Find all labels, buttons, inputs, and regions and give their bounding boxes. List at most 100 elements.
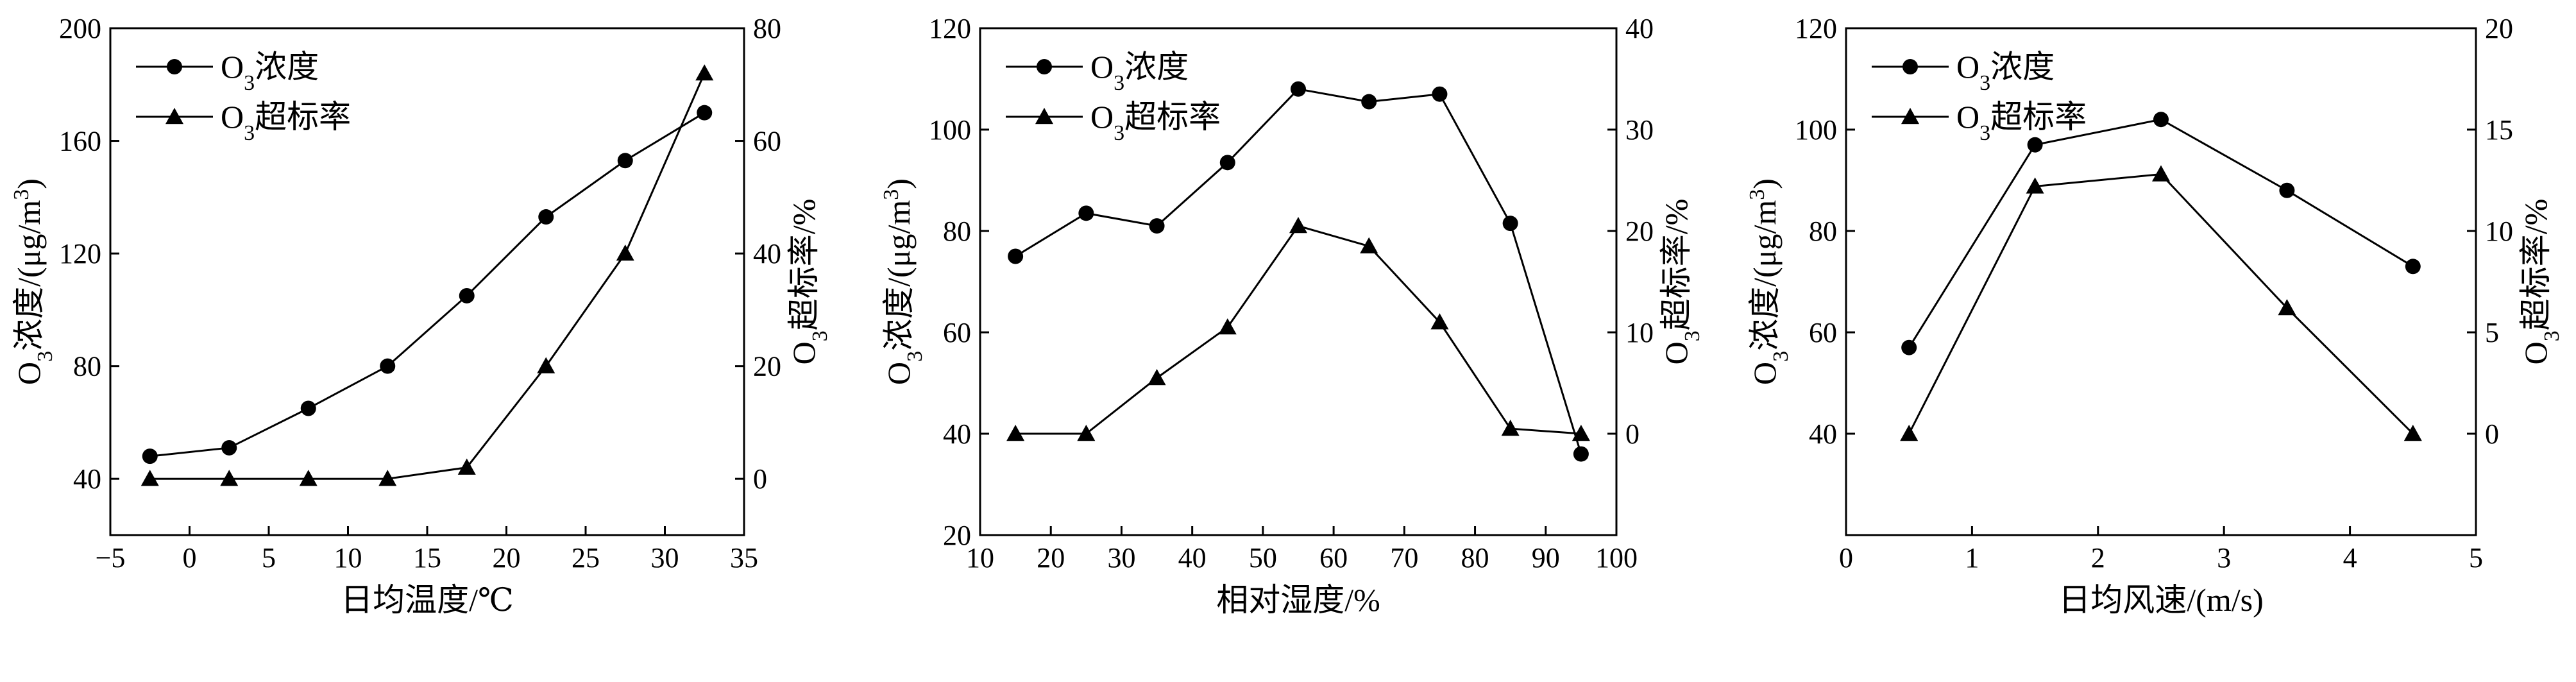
legend-marker-circle <box>167 59 182 74</box>
data-point-circle <box>538 209 554 225</box>
x-tick-label: 20 <box>1037 542 1065 574</box>
data-point-circle <box>1008 248 1024 264</box>
data-point-circle <box>2027 137 2043 153</box>
data-point-triangle <box>2278 299 2296 316</box>
x-tick-label: 4 <box>2343 542 2357 574</box>
data-point-triangle <box>220 470 239 486</box>
data-point-triangle <box>1006 425 1025 441</box>
x-tick-label: 5 <box>2469 542 2483 574</box>
data-point-circle <box>1361 94 1377 110</box>
data-point-circle <box>2279 182 2295 198</box>
x-tick-label: 0 <box>1839 542 1853 574</box>
chart-panel-1: −5 0 5 10 15 20 25 30 35 40 80 120 160 200 0 20 40 60 80 日均… <box>10 13 832 618</box>
data-point-triangle <box>1572 425 1590 441</box>
x-axis-label: 相对湿度/% <box>1216 582 1380 618</box>
data-point-triangle <box>1289 217 1307 234</box>
chart-panel-3: 0 1 2 3 4 5 40 60 80 100 120 0 5 10 15 20 日均风速/(m/s) O3浓度… <box>1745 13 2564 618</box>
y-left-tick-label: 40 <box>73 463 101 495</box>
x-tick-label: 3 <box>2217 542 2231 574</box>
series-line-o3-exceed-rate <box>149 72 706 480</box>
series-line-o3-concentration <box>1015 88 1582 455</box>
data-point-triangle <box>695 64 714 81</box>
data-point-triangle <box>1501 420 1520 436</box>
x-axis-label: 日均风速/(m/s) <box>2058 582 2263 618</box>
legend-label: O3浓度 <box>1090 49 1189 95</box>
x-tick-label: 40 <box>1178 542 1207 574</box>
y-left-axis-label: O3浓度/(μg/m3) <box>10 178 57 385</box>
x-tick-label: 100 <box>1595 542 1638 574</box>
legend-label: O3超标率 <box>1090 99 1221 145</box>
data-point-circle <box>697 105 713 121</box>
plot-frame <box>109 27 745 536</box>
legend-marker-triangle <box>1035 108 1053 124</box>
data-point-circle <box>2405 259 2421 275</box>
y-right-tick-label: 40 <box>753 238 781 269</box>
data-point-triangle <box>2403 425 2422 441</box>
y-left-axis-label: O3浓度/(μg/m3) <box>1745 178 1793 385</box>
data-point-triangle <box>1148 369 1166 386</box>
series-line-o3-exceed-rate <box>1908 173 2414 435</box>
data-point-circle <box>1219 155 1235 171</box>
y-left-tick-label: 20 <box>943 520 971 551</box>
data-point-circle <box>1901 339 1917 355</box>
y-left-tick-label: 120 <box>929 13 971 44</box>
data-point-circle <box>617 153 633 169</box>
x-tick-label: 10 <box>966 542 994 574</box>
data-point-circle <box>1078 205 1094 221</box>
x-tick-label: 50 <box>1249 542 1277 574</box>
y-left-tick-label: 60 <box>943 317 971 348</box>
y-left-tick-label: 100 <box>1795 114 1837 146</box>
data-point-triangle <box>140 470 159 486</box>
data-point-triangle <box>1900 425 1919 441</box>
y-right-tick-label: 0 <box>2485 418 2499 450</box>
series-line-o3-concentration <box>149 112 706 457</box>
legend-entry: O3超标率 <box>136 99 351 145</box>
data-point-circle <box>1432 86 1448 102</box>
y-right-tick-label: 10 <box>1625 317 1654 348</box>
data-point-triangle <box>2152 165 2170 182</box>
data-point-triangle <box>1360 237 1378 253</box>
y-right-tick-label: 0 <box>1625 418 1640 450</box>
x-tick-label: 90 <box>1532 542 1560 574</box>
y-right-tick-label: 30 <box>1625 114 1654 146</box>
data-point-circle <box>221 439 237 456</box>
y-right-tick-label: 20 <box>1625 216 1654 247</box>
x-tick-label: 2 <box>2091 542 2105 574</box>
y-left-tick-label: 80 <box>73 351 101 382</box>
series-line-o3-exceed-rate <box>1015 225 1581 435</box>
y-left-tick-label: 160 <box>59 126 101 157</box>
data-point-triangle <box>457 458 476 475</box>
data-point-circle <box>2153 112 2169 128</box>
legend-label: O3浓度 <box>1956 49 2055 95</box>
x-tick-label: 1 <box>1965 542 1979 574</box>
x-tick-label: 30 <box>651 542 679 574</box>
y-left-tick-label: 40 <box>943 418 971 450</box>
y-right-tick-label: 10 <box>2485 216 2513 247</box>
y-left-tick-label: 120 <box>1795 13 1837 44</box>
y-right-tick-label: 15 <box>2485 114 2513 146</box>
x-tick-label: 10 <box>334 542 362 574</box>
y-right-tick-label: 60 <box>753 126 781 157</box>
x-tick-label: −5 <box>96 542 126 574</box>
data-point-circle <box>459 287 475 303</box>
legend-marker-circle <box>1037 59 1052 74</box>
legend-label: O3超标率 <box>1956 99 2087 145</box>
x-tick-label: 25 <box>572 542 600 574</box>
y-right-tick-label: 40 <box>1625 13 1654 44</box>
legend-entry: O3浓度 <box>1872 49 2055 95</box>
x-tick-label: 60 <box>1319 542 1348 574</box>
y-left-tick-label: 80 <box>1809 216 1837 247</box>
legend-label: O3超标率 <box>221 99 351 145</box>
data-point-triangle <box>378 470 397 486</box>
data-point-triangle <box>537 357 555 373</box>
y-left-tick-label: 80 <box>943 216 971 247</box>
x-tick-label: 15 <box>413 542 441 574</box>
y-right-tick-label: 20 <box>2485 13 2513 44</box>
legend-marker-circle <box>1902 59 1918 74</box>
data-point-triangle <box>2026 177 2044 194</box>
y-right-tick-label: 80 <box>753 13 781 44</box>
data-point-triangle <box>1430 313 1449 330</box>
data-point-triangle <box>299 470 318 486</box>
data-point-triangle <box>616 244 634 261</box>
